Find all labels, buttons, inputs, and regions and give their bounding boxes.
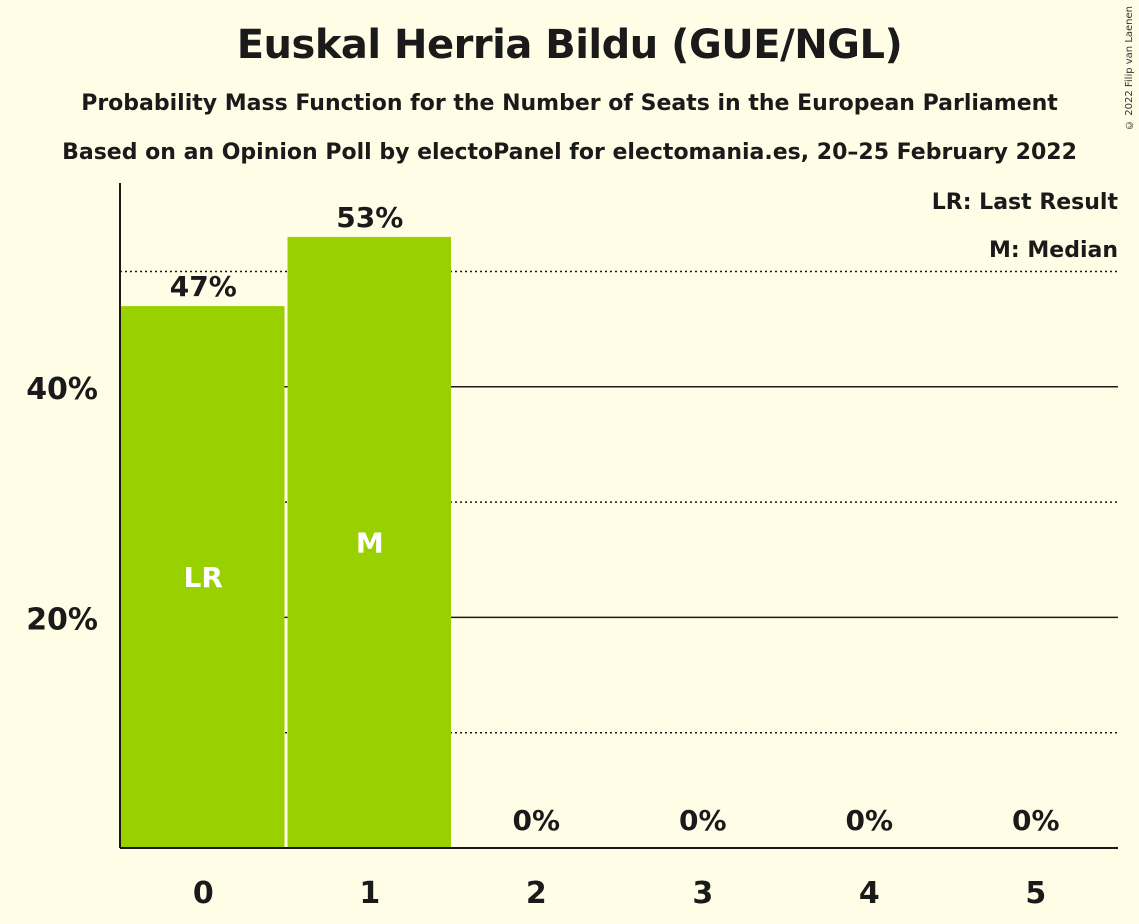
legend-last-result: LR: Last Result	[932, 190, 1119, 215]
bar-marker-label: M	[356, 526, 384, 559]
bar-value-label: 0%	[845, 804, 893, 837]
y-tick-label: 20%	[26, 602, 98, 637]
bar	[287, 236, 451, 848]
legend-median: M: Median	[989, 238, 1118, 263]
bar-value-label: 53%	[336, 201, 403, 234]
bar-value-label: 0%	[679, 804, 727, 837]
bar	[121, 306, 285, 849]
y-tick-label: 40%	[26, 372, 98, 407]
chart-subtitle: Probability Mass Function for the Number…	[81, 91, 1058, 116]
bar-marker-label: LR	[184, 561, 223, 594]
x-tick-label: 3	[692, 876, 713, 911]
x-tick-label: 5	[1025, 876, 1046, 911]
bar-value-label: 0%	[512, 804, 560, 837]
x-tick-label: 1	[359, 876, 380, 911]
x-tick-label: 0	[193, 876, 214, 911]
x-tick-label: 2	[526, 876, 547, 911]
bar-value-label: 0%	[1012, 804, 1060, 837]
chart-title: Euskal Herria Bildu (GUE/NGL)	[236, 22, 903, 68]
x-tick-label: 4	[859, 876, 880, 911]
bar-value-label: 47%	[170, 270, 237, 303]
chart-source-line: Based on an Opinion Poll by electoPanel …	[62, 140, 1077, 165]
